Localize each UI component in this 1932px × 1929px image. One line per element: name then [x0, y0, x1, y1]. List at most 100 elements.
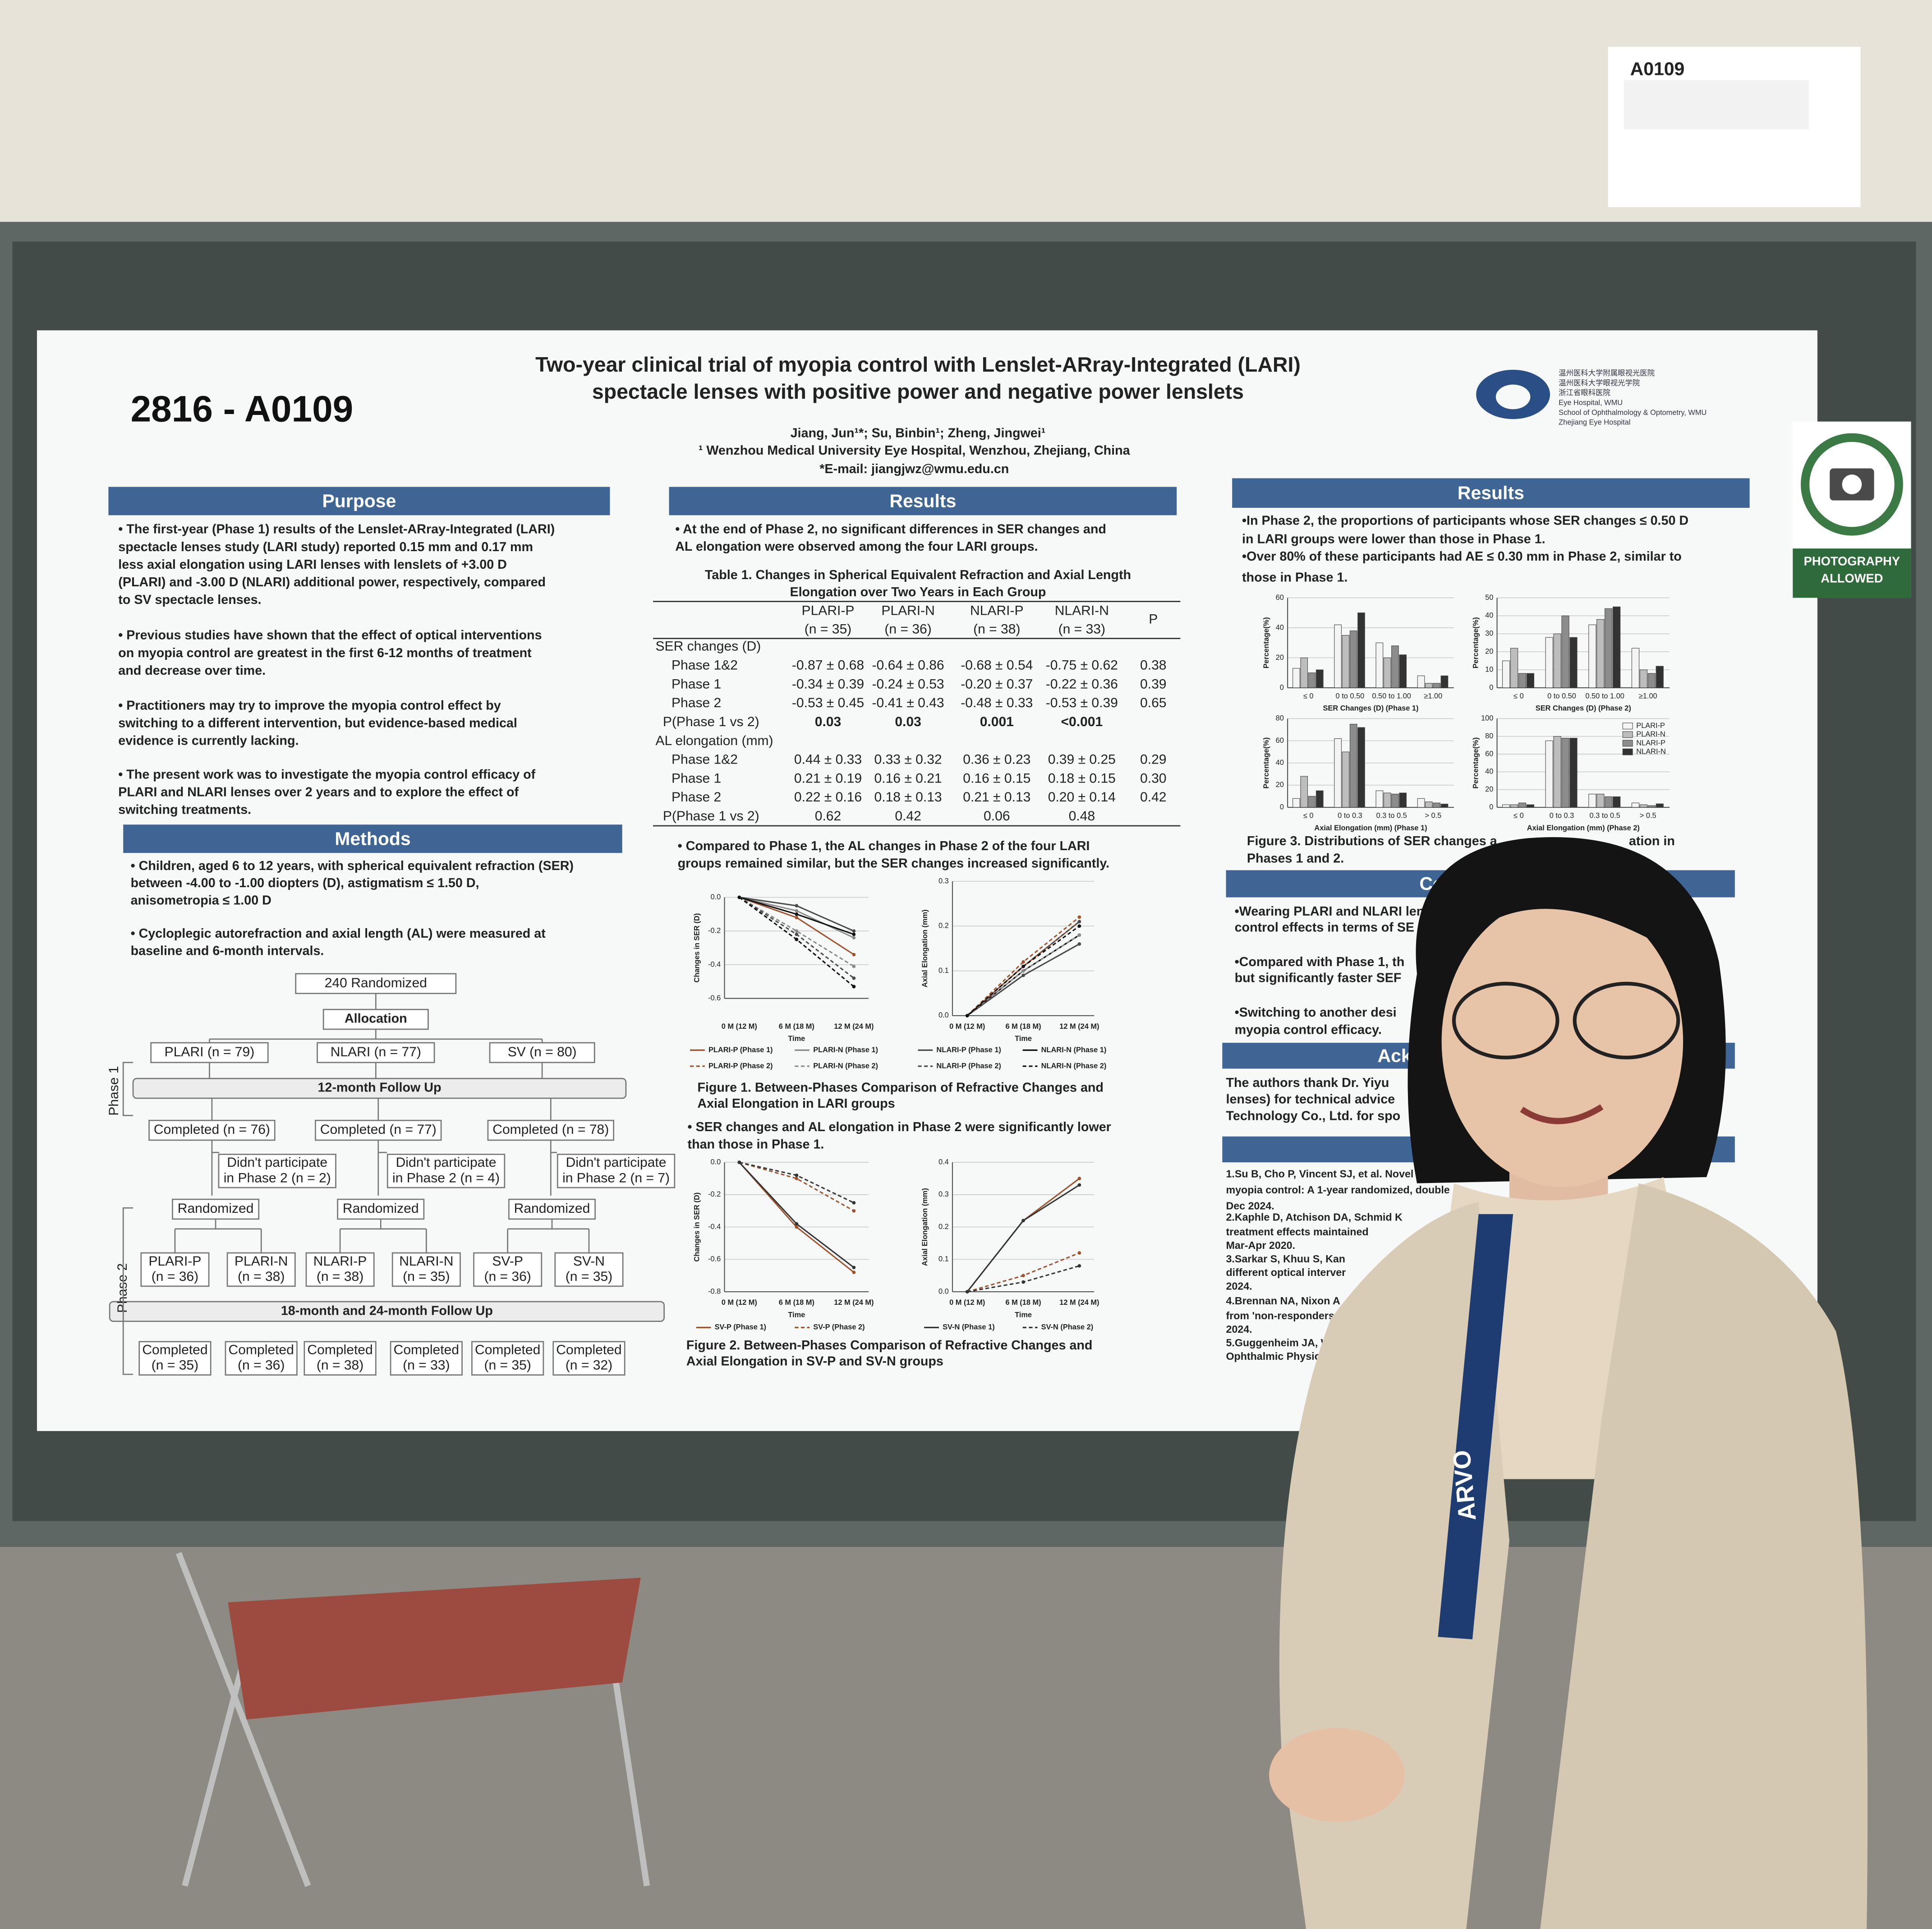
- x-tick-label: > 0.5: [1640, 812, 1656, 820]
- y-axis-label: Percentage(%): [1262, 617, 1270, 668]
- flow-node: [109, 1301, 665, 1322]
- glasses: [1452, 981, 1559, 1059]
- reference-text: myopia control: A 1-year randomized, dou…: [1226, 1184, 1449, 1196]
- y-tick-label: 10: [1485, 665, 1493, 673]
- flow-node-text: 240 Randomized: [325, 976, 427, 990]
- section-header-bar: [1232, 478, 1750, 508]
- table-row-label: Phase 1&2: [672, 658, 738, 673]
- conclusion-text: •Wearing PLARI and NLARI len: [1235, 904, 1425, 919]
- x-axis-label: Time: [788, 1311, 805, 1319]
- results-text: •Over 80% of these participants had AE ≤…: [1242, 549, 1682, 564]
- figure-caption: ation in: [1629, 834, 1675, 848]
- bar: [1391, 645, 1399, 688]
- bar: [1526, 804, 1534, 808]
- series-point: [1021, 1219, 1025, 1223]
- table-cell: 0.18 ± 0.15: [1048, 771, 1116, 786]
- flow-node-text: Completed: [556, 1343, 621, 1358]
- y-tick-label: 20: [1276, 654, 1284, 662]
- section-header: Purpose: [322, 490, 396, 511]
- bar: [1375, 790, 1384, 808]
- x-tick-label: ≥1.00: [1424, 692, 1442, 700]
- table-cell: 0.21 ± 0.19: [794, 771, 862, 786]
- figure-caption: Figure 1. Between-Phases Comparison of R…: [697, 1081, 1104, 1095]
- reference-text: Ophthalmic Physiol: [1226, 1350, 1324, 1362]
- mouth: [1520, 1104, 1604, 1124]
- jacket-right: [1540, 1183, 1868, 1929]
- flow-node-text: in Phase 2 (n = 2): [224, 1170, 331, 1185]
- series-point: [1077, 933, 1081, 937]
- y-tick-label: 20: [1485, 785, 1493, 793]
- table-row-label: Phase 1: [672, 771, 721, 786]
- table-cell: -0.20 ± 0.37: [961, 677, 1033, 691]
- series-point: [795, 1174, 799, 1177]
- results-text: • SER changes and AL elongation in Phase…: [688, 1120, 1111, 1134]
- table-cell: -0.24 ± 0.53: [872, 677, 944, 691]
- section-header: Results: [889, 490, 956, 511]
- table-cell: 0.44 ± 0.33: [794, 752, 862, 767]
- table-cell: 0.38: [1140, 658, 1166, 673]
- legend-label: PLARI-P (Phase 1): [708, 1046, 773, 1054]
- table-cell: 0.20 ± 0.14: [1048, 790, 1116, 805]
- methods-text: • Cycloplegic autorefraction and axial l…: [131, 926, 546, 941]
- logo-text: Zhejiang Eye Hospital: [1559, 419, 1630, 427]
- y-tick-label: 80: [1276, 714, 1284, 723]
- bar: [1502, 660, 1510, 688]
- methods-text: between -4.00 to -1.00 diopters (D), ast…: [131, 876, 479, 890]
- y-tick-label: 50: [1485, 594, 1493, 602]
- bar: [1316, 669, 1324, 688]
- flow-node: [148, 1119, 276, 1141]
- flow-node-text: (n = 38): [238, 1269, 285, 1284]
- y-tick-label: 0: [1489, 803, 1493, 811]
- table-cell: 0.29: [1140, 752, 1166, 767]
- series-point: [852, 1266, 856, 1270]
- x-axis-label: Time: [1015, 1035, 1032, 1043]
- logo-text: School of Ophthalmology & Optometry, WMU: [1559, 409, 1707, 417]
- flow-node-text: Randomized: [178, 1201, 254, 1216]
- series-point: [1077, 920, 1081, 924]
- flow-node-text: Randomized: [514, 1201, 590, 1216]
- bar: [1399, 654, 1407, 688]
- table-cell: 0.22 ± 0.16: [794, 790, 862, 805]
- flow-node: [552, 1341, 626, 1376]
- flow-node-text: (n = 33): [403, 1358, 450, 1373]
- table-row-label: AL elongation (mm): [656, 733, 773, 748]
- flow-node: [226, 1252, 296, 1287]
- bar: [1300, 776, 1308, 808]
- photo-sign-text: PHOTOGRAPHY: [1804, 554, 1900, 568]
- series-line: [966, 916, 1080, 1017]
- y-tick-label: 60: [1276, 737, 1284, 745]
- flow-node-text: Randomized: [343, 1201, 419, 1216]
- table-header: (n = 33): [1058, 622, 1105, 636]
- purpose-text: less axial elongation using LARI lenses …: [118, 557, 507, 572]
- purpose-text: to SV spectacle lenses.: [118, 593, 261, 607]
- section-header-bar: [669, 487, 1177, 516]
- flow-node: [132, 1077, 627, 1099]
- flow-node: [557, 1154, 676, 1188]
- flow-node-text: Completed: [142, 1343, 207, 1358]
- y-tick-label: 40: [1485, 768, 1493, 776]
- figure-caption: Figure 2. Between-Phases Comparison of R…: [686, 1338, 1093, 1353]
- x-tick-label: 0.50 to 1.00: [1585, 692, 1624, 700]
- flow-node-text: Didn't participate: [396, 1155, 497, 1170]
- flow-node: [390, 1341, 463, 1376]
- y-tick-label: 100: [1481, 714, 1493, 723]
- reference-text: 3.Sarkar S, Khuu S, Kan: [1226, 1253, 1345, 1265]
- x-tick-label: 12 M (24 M): [834, 1022, 874, 1031]
- figure-caption: Axial Elongation in LARI groups: [697, 1096, 895, 1111]
- table-cell: -0.75 ± 0.62: [1046, 658, 1118, 673]
- y-tick-label: 0.1: [938, 1255, 949, 1263]
- results-text: • At the end of Phase 2, no significant …: [675, 522, 1106, 537]
- acknowledgement-text: The authors thank Dr. Yiyu: [1226, 1076, 1389, 1090]
- bar: [1417, 675, 1425, 688]
- bar: [1596, 793, 1605, 808]
- table-caption: Elongation over Two Years in Each Group: [790, 585, 1046, 599]
- section-header: Results: [1458, 483, 1524, 503]
- purpose-text: and decrease over time.: [118, 663, 266, 678]
- purpose-text: PLARI and NLARI lenses over 2 years and …: [118, 785, 519, 800]
- x-tick-label: 6 M (18 M): [779, 1298, 814, 1307]
- series-point: [852, 1209, 856, 1213]
- purpose-text: (PLARI) and -3.00 D (NLARI) additional p…: [118, 575, 546, 589]
- results-text: • Compared to Phase 1, the AL changes in…: [678, 839, 1090, 853]
- y-tick-label: 0.0: [711, 1158, 721, 1166]
- sign-lines: [1624, 80, 1809, 129]
